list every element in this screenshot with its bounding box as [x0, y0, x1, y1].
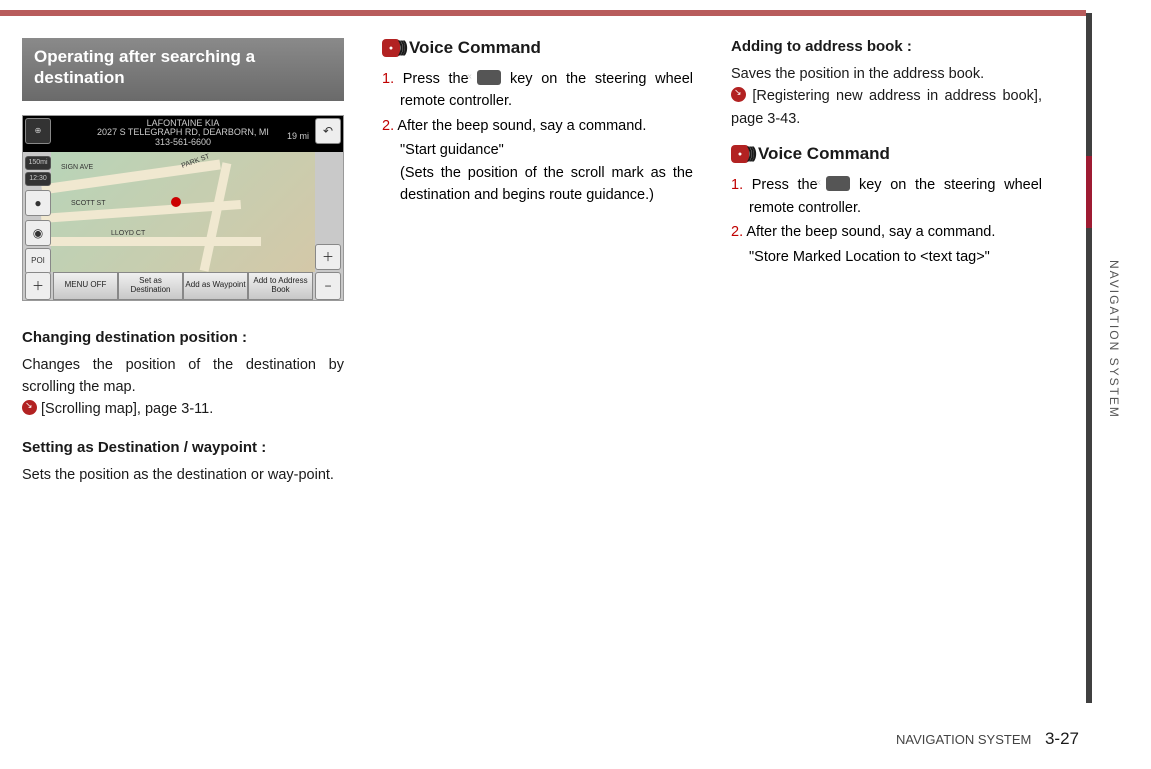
add-waypoint-button[interactable]: Add as Waypoint: [183, 272, 248, 300]
voice-command-label: Voice Command: [409, 38, 541, 58]
top-accent-bar: [0, 10, 1086, 16]
side-section-label: NAVIGATION SYSTEM: [1107, 260, 1121, 419]
zoom-in-icon: ＋: [315, 244, 341, 270]
step-list: 1. Press the key on the steering wheel r…: [382, 68, 693, 137]
voice-command-icon: ))): [731, 145, 754, 163]
zoom-out-icon: ＋: [25, 272, 51, 300]
voice-command-heading: ))) Voice Command: [382, 38, 693, 58]
command-quote: "Start guidance": [382, 139, 693, 161]
reference-icon: [731, 87, 746, 102]
command-note: (Sets the position of the scroll mark as…: [382, 162, 693, 207]
voice-command-label: Voice Command: [758, 144, 890, 164]
voice-command-icon: ))): [382, 39, 405, 57]
scale-badge: 150mi: [25, 156, 51, 170]
body-paragraph: Changes the position of the destination …: [22, 354, 344, 421]
text: After the beep sound, say a command.: [397, 118, 646, 134]
map-screenshot: LAFONTAINE KIA 2027 S TELEGRAPH RD, DEAR…: [22, 115, 344, 301]
subheading: Setting as Destination / waypoint :: [22, 439, 344, 456]
step-1: 1. Press the key on the steering wheel r…: [382, 68, 693, 113]
page-number: 3-27: [1045, 729, 1079, 748]
poi-icon: POI: [25, 248, 51, 274]
map-distance: 19 mi: [287, 132, 309, 142]
globe-icon: ◉: [25, 220, 51, 246]
text: Changes the position of the destination …: [22, 357, 344, 395]
map-marker-icon: [171, 197, 181, 207]
text: After the beep sound, say a command.: [746, 224, 995, 240]
reference-text: [Registering new address in address book…: [731, 88, 1042, 126]
map-button-bar: MENU OFF Set as Destination Add as Waypo…: [53, 272, 313, 300]
map-info-phone: 313-561-6600: [155, 137, 211, 147]
step-list: 1. Press the key on the steering wheel r…: [731, 174, 1042, 243]
subheading: Adding to address book :: [731, 38, 1042, 55]
street-label: SIGN AVE: [61, 164, 93, 171]
body-paragraph: Sets the position as the destination or …: [22, 464, 344, 486]
step-2: 2. After the beep sound, say a command.: [731, 221, 1042, 243]
return-icon: ↶: [315, 118, 341, 144]
mic-icon: ●: [25, 190, 51, 216]
step-1: 1. Press the key on the steering wheel r…: [731, 174, 1042, 219]
command-quote: "Store Marked Location to <text tag>": [731, 246, 1042, 268]
talk-key-icon: [477, 70, 501, 85]
column-1: Operating after searching a destination …: [22, 38, 344, 504]
set-destination-button[interactable]: Set as Destination: [118, 272, 183, 300]
page-footer: NAVIGATION SYSTEM 3-27: [896, 729, 1079, 749]
map-info-bar: LAFONTAINE KIA 2027 S TELEGRAPH RD, DEAR…: [23, 116, 343, 152]
step-2: 2. After the beep sound, say a command.: [382, 115, 693, 137]
body-paragraph: Saves the position in the address book. …: [731, 63, 1042, 130]
menu-off-button[interactable]: MENU OFF: [53, 272, 118, 300]
side-tab-red: [1086, 156, 1092, 228]
side-tab-dark: [1086, 13, 1092, 703]
zoom-minus-icon: −: [315, 272, 341, 300]
map-canvas: SIGN AVE SCOTT ST LLOYD CT PARK ST: [51, 152, 315, 272]
column-2: ))) Voice Command 1. Press the key on th…: [382, 38, 693, 504]
map-corner-icon: ⊕: [25, 118, 51, 144]
add-address-book-button[interactable]: Add to Address Book: [248, 272, 313, 300]
street-label: LLOYD CT: [111, 230, 145, 237]
page-content: Operating after searching a destination …: [22, 38, 1042, 504]
subheading: Changing destination position :: [22, 329, 344, 346]
footer-section-label: NAVIGATION SYSTEM: [896, 732, 1031, 747]
column-3: Adding to address book : Saves the posit…: [731, 38, 1042, 504]
section-header: Operating after searching a destination: [22, 38, 344, 101]
voice-command-heading: ))) Voice Command: [731, 144, 1042, 164]
reference-icon: [22, 400, 37, 415]
time-badge: 12:30: [25, 172, 51, 186]
street-label: SCOTT ST: [71, 200, 105, 207]
talk-key-icon: [826, 176, 850, 191]
reference-text: [Scrolling map], page 3-11.: [37, 401, 213, 417]
text: Saves the position in the address book.: [731, 66, 984, 82]
